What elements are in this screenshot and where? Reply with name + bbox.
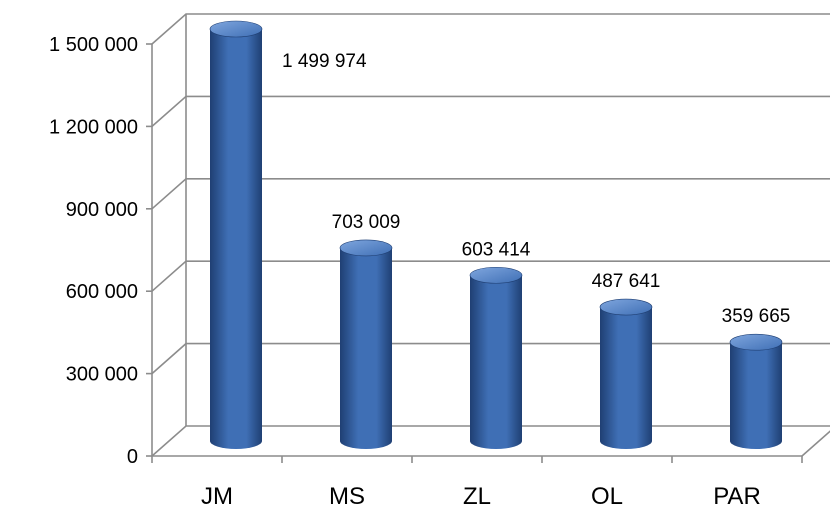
y-tick-label: 600 000 xyxy=(66,281,138,303)
bar-ZL xyxy=(470,275,522,449)
data-label: 359 665 xyxy=(722,306,791,327)
y-tick-label: 300 000 xyxy=(66,364,138,386)
y-tick-label: 900 000 xyxy=(66,199,138,221)
bar-top-MS xyxy=(339,239,393,257)
x-tick-label: PAR xyxy=(713,483,761,507)
bar-PAR xyxy=(730,342,782,449)
y-tick-label: 1 500 000 xyxy=(49,34,138,56)
bar-JM xyxy=(210,29,262,449)
x-tick-label: JM xyxy=(201,483,233,507)
bar-top-ZL xyxy=(469,266,523,284)
bars xyxy=(209,20,783,449)
bar-MS xyxy=(340,247,392,449)
bar-top-OL xyxy=(599,298,653,316)
x-tick-label: MS xyxy=(329,483,365,507)
y-tick-label: 1 200 000 xyxy=(49,116,138,138)
bar-top-PAR xyxy=(729,333,783,351)
data-label: 487 641 xyxy=(592,271,661,292)
bar-OL xyxy=(600,307,652,449)
data-label: 703 009 xyxy=(332,212,401,233)
x-axis-tick-labels: JM MS ZL OL PAR xyxy=(201,483,761,507)
floor-right-edge xyxy=(801,430,830,457)
data-labels: 1 499 974 703 009 603 414 487 641 359 665 xyxy=(282,51,790,327)
y-tick-label: 0 xyxy=(127,446,138,468)
data-label: 603 414 xyxy=(462,239,531,260)
x-tick-label: OL xyxy=(591,483,623,507)
axes xyxy=(146,14,830,463)
y-axis-tick-labels: 0 300 000 600 000 900 000 1 200 000 1 500 000 xyxy=(49,34,138,468)
data-label: 1 499 974 xyxy=(282,51,367,72)
x-tick-label: ZL xyxy=(463,483,491,507)
bar-top-JM xyxy=(209,20,263,38)
